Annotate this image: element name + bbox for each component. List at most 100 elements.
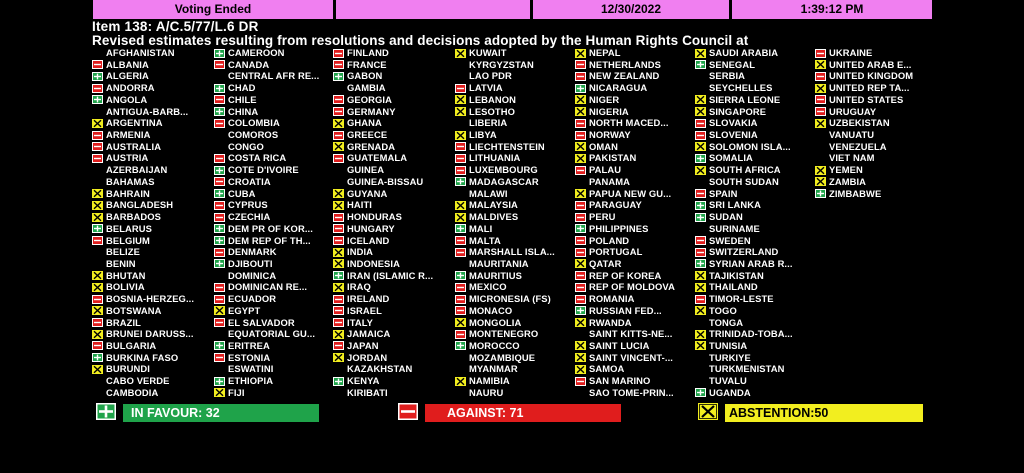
country-name: HUNGARY [347, 222, 395, 234]
country-name: SENEGAL [709, 58, 756, 70]
country-name: SOUTH AFRICA [709, 164, 781, 176]
country-name: DENMARK [228, 246, 277, 258]
x-mark-icon [575, 95, 586, 105]
plus-icon [92, 71, 103, 81]
x-mark-icon [575, 259, 586, 269]
country-name: QATAR [589, 257, 622, 269]
x-mark-icon [695, 282, 706, 292]
minus-icon [575, 212, 586, 222]
country-name: SRI LANKA [709, 199, 761, 211]
plus-icon [455, 177, 466, 187]
country-name: VIET NAM [829, 152, 875, 164]
country-name: ROMANIA [589, 293, 635, 305]
country-name: RUSSIAN FED... [589, 304, 662, 316]
minus-icon [695, 236, 706, 245]
x-mark-icon [333, 282, 344, 292]
country-name: LEBANON [469, 93, 517, 105]
country-name: DEM REP OF TH... [228, 234, 311, 246]
minus-icon [214, 353, 225, 363]
country-name: ITALY [347, 316, 374, 328]
country-name: ALGERIA [106, 70, 149, 82]
x-mark-icon [695, 95, 706, 105]
country-name: BOLIVIA [106, 281, 145, 293]
minus-icon [575, 200, 586, 210]
minus-icon [575, 247, 586, 257]
country-name: GUINEA [347, 164, 385, 176]
country-name: GUINEA-BISSAU [347, 175, 424, 187]
x-mark-icon [455, 318, 466, 328]
country-name: SOMALIA [709, 152, 753, 164]
country-name: COLOMBIA [228, 117, 280, 129]
country-name: PALAU [589, 164, 622, 176]
country-name: UNITED KINGDOM [829, 70, 914, 82]
country-name: COMOROS [228, 129, 279, 141]
x-mark-icon [92, 364, 103, 374]
x-mark-icon [333, 259, 344, 269]
x-mark-icon [695, 329, 706, 339]
x-mark-icon [92, 329, 103, 339]
minus-icon [92, 60, 103, 70]
country-name: MAURITIUS [469, 269, 522, 281]
x-mark-icon [333, 142, 344, 152]
country-name: GUATEMALA [347, 152, 408, 164]
minus-icon [455, 83, 466, 93]
minus-icon [575, 165, 586, 175]
country-name: TIMOR-LESTE [709, 293, 774, 305]
country-name: MALDIVES [469, 211, 519, 223]
country-name: UGANDA [709, 386, 751, 398]
minus-icon [815, 107, 826, 117]
country-name: CUBA [228, 187, 256, 199]
country-name: LUXEMBOURG [469, 164, 538, 176]
x-mark-icon [92, 118, 103, 128]
country-name: SPAIN [709, 187, 738, 199]
country-name: KIRIBATI [347, 386, 388, 398]
country-name: PARAGUAY [589, 199, 642, 211]
country-name: EGYPT [228, 304, 261, 316]
country-name: SAO TOME-PRIN... [589, 386, 674, 398]
favour-total: IN FAVOUR: 32 [123, 404, 319, 422]
plus-icon [214, 189, 225, 199]
country-name: THAILAND [709, 281, 758, 293]
minus-icon [333, 306, 344, 316]
country-name: NEPAL [589, 47, 621, 58]
country-name: NAURU [469, 386, 504, 398]
country-name: POLAND [589, 234, 630, 246]
plus-icon [575, 83, 586, 93]
country-name: BAHAMAS [106, 175, 155, 187]
minus-icon [214, 177, 225, 187]
plus-icon [695, 200, 706, 210]
country-name: ISRAEL [347, 304, 382, 316]
voting-time: 1:39:12 PM [732, 0, 932, 19]
minus-icon [695, 118, 706, 128]
country-name: REP OF MOLDOVA [589, 281, 675, 293]
x-mark-icon [214, 306, 225, 316]
minus-icon [214, 282, 225, 292]
country-name: SEYCHELLES [709, 82, 773, 94]
country-name: DEM PR OF KOR... [228, 222, 313, 234]
x-mark-icon [455, 48, 466, 58]
minus-icon [815, 71, 826, 81]
minus-icon [575, 271, 586, 281]
minus-icon [214, 118, 225, 128]
plus-icon [455, 271, 466, 281]
plus-icon [214, 83, 225, 93]
x-mark-icon [695, 142, 706, 152]
country-name: URUGUAY [829, 105, 877, 117]
x-mark-icon [92, 212, 103, 222]
minus-icon [455, 247, 466, 257]
minus-icon [455, 153, 466, 163]
country-name: TUNISIA [709, 339, 748, 351]
country-name: FIJI [228, 386, 245, 398]
minus-icon [214, 212, 225, 222]
country-name: COSTA RICA [228, 152, 287, 164]
minus-icon [333, 48, 344, 58]
plus-icon [333, 271, 344, 281]
country-name: DJIBOUTI [228, 257, 273, 269]
country-name: CYPRUS [228, 199, 268, 211]
country-name: BANGLADESH [106, 199, 174, 211]
minus-icon [695, 247, 706, 257]
country-name: TRINIDAD-TOBA... [709, 328, 793, 340]
country-name: REP OF KOREA [589, 269, 662, 281]
country-name: ETHIOPIA [228, 375, 274, 387]
plus-icon [214, 48, 225, 58]
